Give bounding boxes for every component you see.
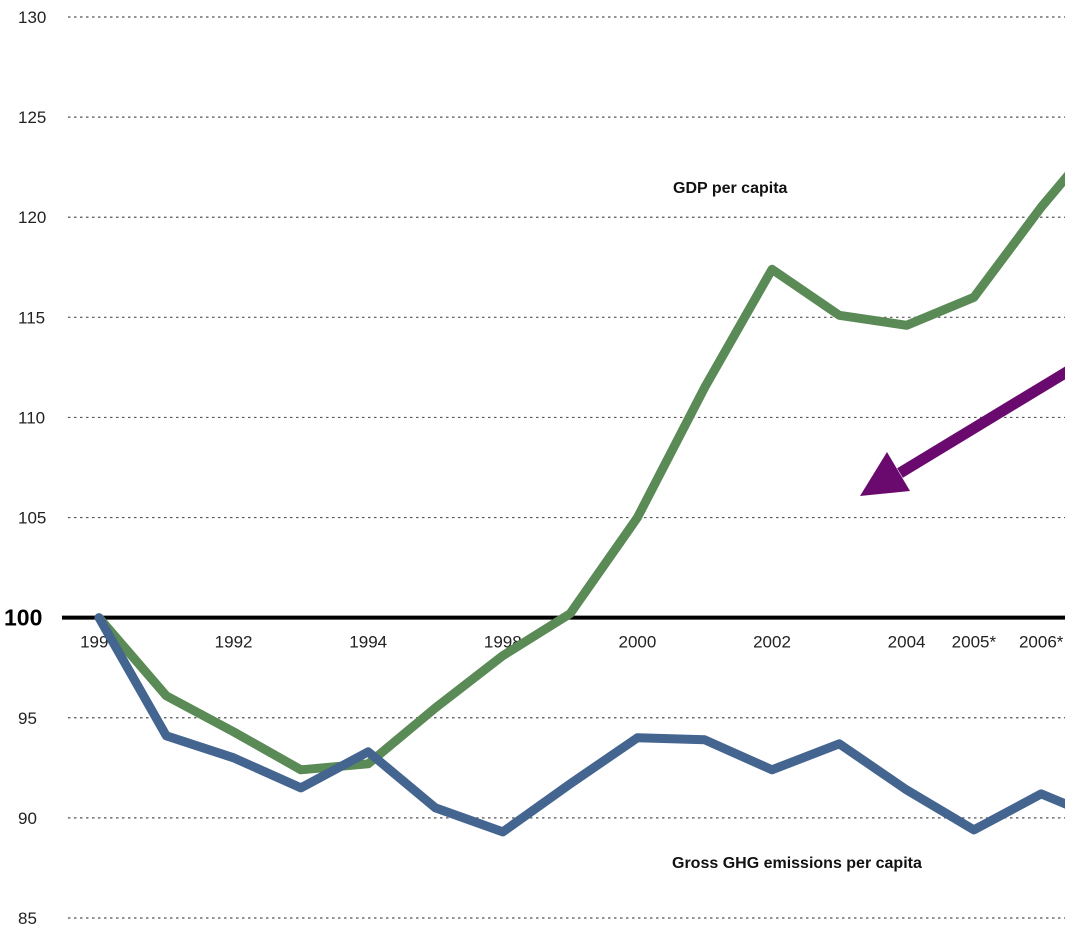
arrow-shaft bbox=[897, 366, 1065, 478]
y-tick-label-120: 120 bbox=[18, 208, 46, 227]
x-tick-label-8: 2006* bbox=[1019, 633, 1064, 652]
y-tick-label-115: 115 bbox=[18, 308, 45, 327]
y-tick-label-125: 125 bbox=[18, 108, 46, 127]
series-labels: GDP per capita Gross GHG emissions per c… bbox=[672, 180, 922, 872]
arrow-head bbox=[860, 452, 910, 496]
y-axis-tick-labels: 85 90 95 100 105 110 115 120 125 130 bbox=[4, 8, 46, 927]
series-label-ghg: Gross GHG emissions per capita bbox=[672, 855, 922, 872]
y-tick-label-90: 90 bbox=[18, 809, 37, 828]
x-tick-label-1: 1992 bbox=[215, 633, 253, 652]
x-tick-label-4: 2000 bbox=[618, 633, 656, 652]
annotation-arrow bbox=[860, 366, 1065, 496]
x-tick-label-5: 2002 bbox=[753, 633, 791, 652]
x-tick-label-2: 1994 bbox=[349, 633, 387, 652]
x-axis-tick-labels: 1990 1992 1994 1998 2000 2002 2004 2005* 2006* bbox=[80, 633, 1064, 652]
gridlines bbox=[68, 16, 1065, 919]
y-tick-label-110: 110 bbox=[18, 408, 45, 427]
series-label-gdp: GDP per capita bbox=[673, 180, 788, 197]
y-tick-label-100: 100 bbox=[4, 605, 42, 631]
y-tick-label-85: 85 bbox=[18, 909, 37, 927]
y-tick-label-130: 130 bbox=[18, 8, 46, 27]
x-tick-label-7: 2005* bbox=[952, 633, 997, 652]
y-tick-label-105: 105 bbox=[18, 509, 46, 528]
x-tick-label-6: 2004 bbox=[888, 633, 926, 652]
series-lines bbox=[94, 171, 1065, 837]
y-tick-label-95: 95 bbox=[18, 709, 37, 728]
